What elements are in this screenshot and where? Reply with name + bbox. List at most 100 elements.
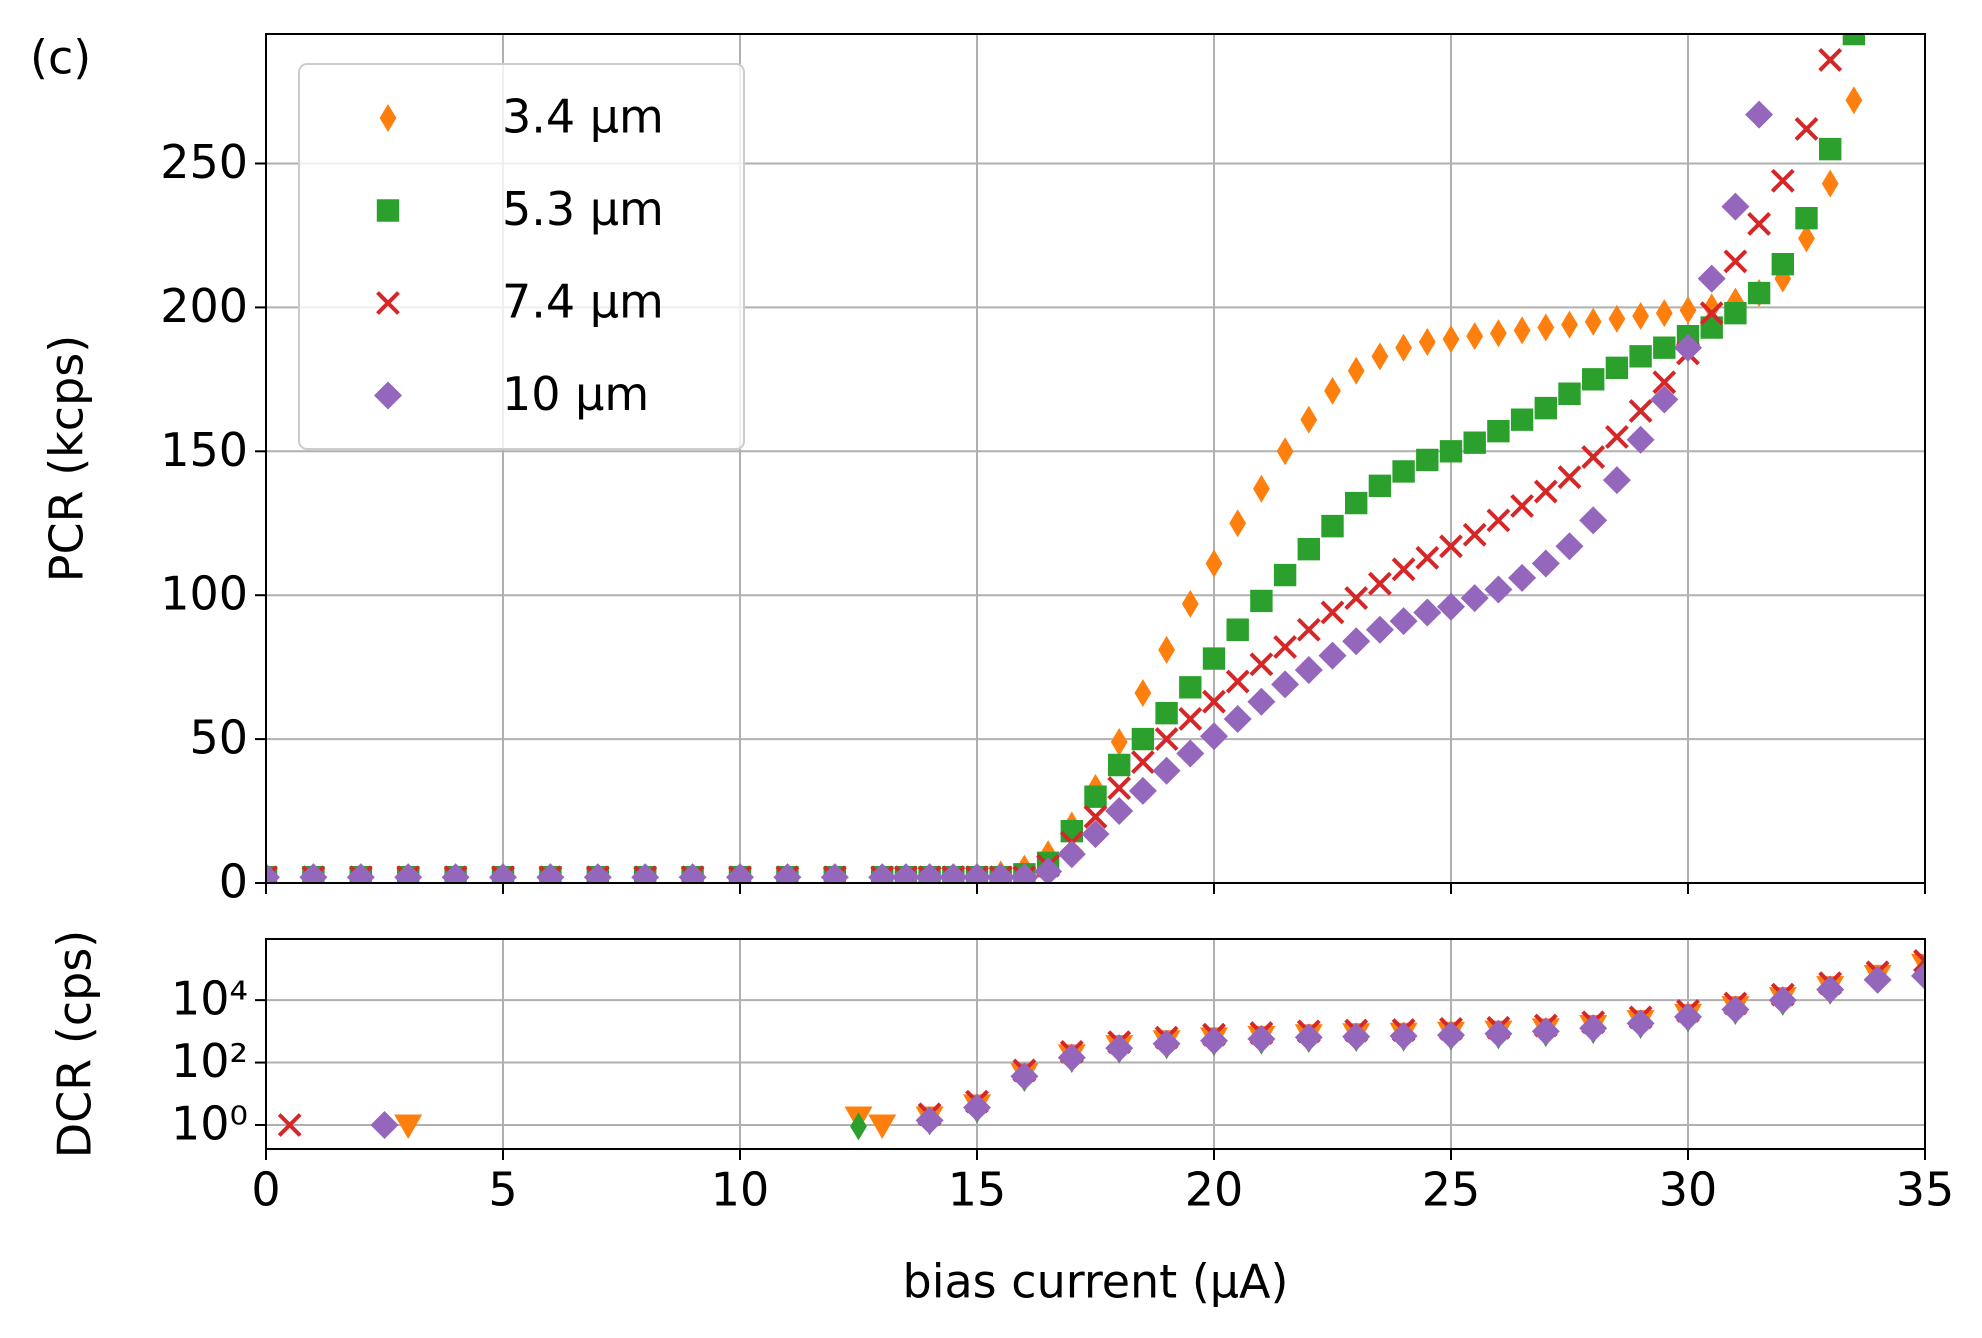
- marker: [1534, 396, 1557, 420]
- marker: [1130, 750, 1155, 775]
- marker: [1466, 322, 1484, 351]
- marker: [1774, 264, 1792, 293]
- marker: [370, 1110, 399, 1139]
- legend-label: 7.4 µm: [502, 275, 664, 329]
- marker: [1294, 1023, 1323, 1052]
- marker: [1487, 419, 1510, 443]
- marker: [1460, 584, 1489, 613]
- legend-marker: [376, 291, 400, 315]
- marker: [1154, 727, 1179, 752]
- marker: [1533, 479, 1558, 504]
- marker: [277, 1113, 302, 1137]
- marker: [1816, 975, 1845, 1004]
- marker: [1561, 310, 1578, 339]
- y-tick-label: 50: [189, 711, 248, 765]
- marker: [1724, 301, 1747, 325]
- marker: [1537, 313, 1555, 342]
- marker: [1247, 687, 1276, 716]
- marker: [1531, 1017, 1560, 1046]
- marker: [1721, 995, 1750, 1024]
- marker: [441, 863, 470, 883]
- marker: [1128, 776, 1157, 805]
- marker: [891, 863, 920, 883]
- marker: [1584, 307, 1602, 336]
- legend-label: 10 µm: [502, 367, 649, 421]
- marker: [1653, 336, 1676, 359]
- marker: [1273, 635, 1298, 659]
- marker: [1604, 425, 1629, 449]
- marker: [963, 1093, 991, 1122]
- legend-marker: [374, 381, 402, 410]
- legend-marker: [376, 199, 400, 222]
- x-tick-label: 35: [1896, 1163, 1955, 1217]
- marker: [394, 1114, 423, 1139]
- marker: [1389, 1021, 1418, 1050]
- marker: [915, 863, 944, 883]
- marker: [536, 863, 565, 883]
- marker: [1555, 532, 1584, 561]
- marker: [1342, 627, 1371, 656]
- marker: [1486, 508, 1511, 533]
- marker: [773, 863, 802, 883]
- marker: [1745, 100, 1774, 129]
- marker: [1083, 804, 1108, 829]
- marker: [1392, 460, 1415, 483]
- marker: [394, 863, 423, 883]
- marker: [1321, 514, 1344, 538]
- marker: [1250, 589, 1273, 613]
- marker: [1297, 537, 1320, 561]
- marker: [1178, 707, 1203, 731]
- marker: [1318, 641, 1347, 670]
- marker: [868, 1114, 897, 1139]
- marker: [1084, 785, 1107, 808]
- marker: [1628, 399, 1653, 423]
- marker: [1795, 206, 1818, 230]
- marker: [1271, 670, 1300, 699]
- marker: [1579, 506, 1608, 535]
- marker: [1296, 617, 1321, 642]
- marker: [1371, 342, 1389, 371]
- marker: [1155, 702, 1178, 725]
- marker: [1721, 192, 1750, 221]
- marker: [1010, 863, 1039, 883]
- marker: [1176, 739, 1205, 768]
- marker: [1249, 652, 1274, 677]
- legend-box: [298, 63, 745, 450]
- marker: [850, 1112, 867, 1141]
- marker: [1845, 86, 1863, 115]
- y-tick-label: 200: [160, 279, 248, 333]
- marker: [726, 863, 754, 883]
- marker: [1368, 474, 1392, 498]
- x-axis-label: bias current (µA): [903, 1255, 1289, 1309]
- plot-area: [266, 34, 1866, 883]
- legend-label: 5.3 µm: [502, 182, 664, 236]
- marker: [1794, 117, 1819, 141]
- marker: [1158, 635, 1175, 664]
- y-tick-label: 10⁴: [171, 972, 248, 1026]
- y-tick-label: 100: [160, 567, 248, 621]
- marker: [1703, 293, 1721, 322]
- marker: [1484, 1019, 1513, 1048]
- marker: [299, 863, 328, 883]
- marker: [1324, 376, 1341, 405]
- x-tick-label: 20: [1185, 1163, 1244, 1217]
- marker: [1320, 600, 1345, 625]
- marker: [1200, 722, 1228, 751]
- marker: [1581, 445, 1606, 469]
- marker: [1629, 345, 1652, 368]
- marker: [1131, 727, 1155, 751]
- marker: [1674, 333, 1702, 362]
- marker: [1439, 534, 1463, 559]
- marker: [1110, 727, 1128, 756]
- marker: [1510, 408, 1534, 431]
- marker: [1202, 647, 1226, 670]
- marker: [1632, 302, 1649, 331]
- marker: [1679, 296, 1697, 325]
- marker: [1818, 47, 1843, 72]
- marker: [583, 863, 612, 883]
- marker: [266, 863, 280, 883]
- marker: [1418, 327, 1436, 356]
- marker: [1699, 301, 1724, 326]
- marker: [1770, 168, 1795, 193]
